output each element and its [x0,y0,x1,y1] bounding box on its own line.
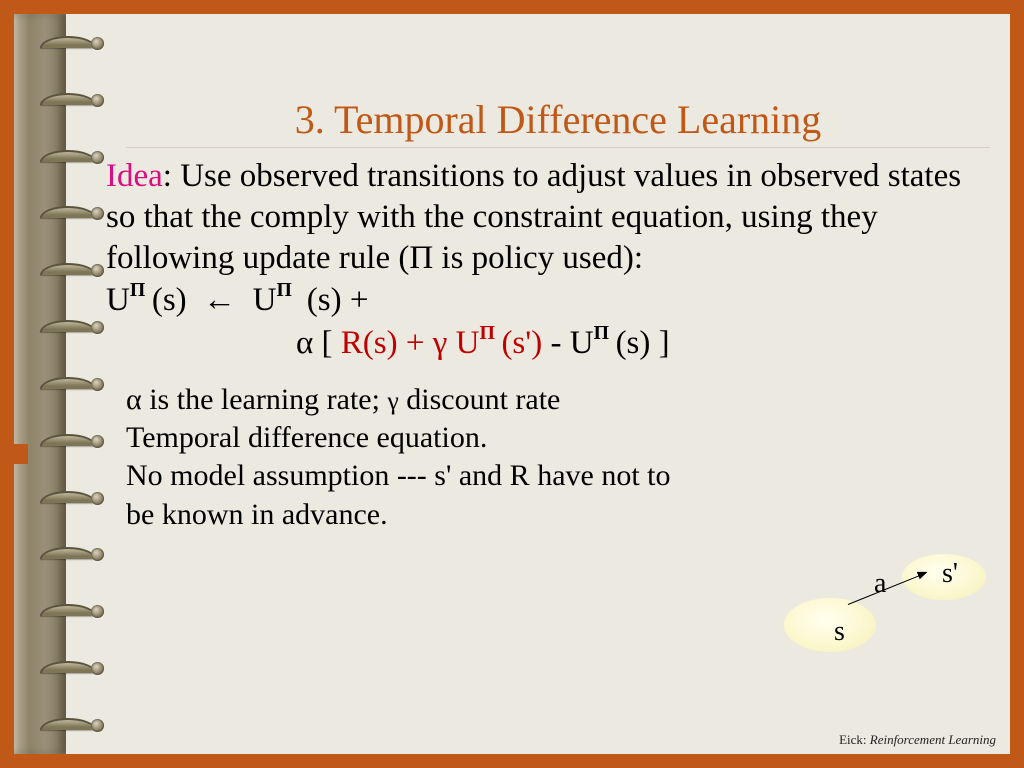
idea-label: Idea [106,158,163,194]
slide-content: 3. Temporal Difference Learning Idea: Us… [86,14,1010,754]
update-rule-line1: UΠ (s) ← UΠ (s) + [106,279,990,322]
update-rule-line2: α [ R(s) + γ UΠ (s') - UΠ (s) ] [106,322,990,365]
notes-line3: No model assumption --- s' and R have no… [126,457,686,534]
idea-text: : Use observed transitions to adjust val… [106,158,961,276]
footer-credit: Eick: Reinforcement Learning [839,732,996,748]
transition-diagram: s s' a [764,550,994,670]
slide-notes: α is the learning rate; γ discount rate … [86,365,706,535]
notes-line2: Temporal difference equation. [126,419,686,457]
slide-title: 3. Temporal Difference Learning [126,96,990,148]
label-s: s [834,616,845,648]
notes-line1: α is the learning rate; γ discount rate [126,381,686,419]
state-s-blob [784,598,876,652]
label-a: a [874,568,886,600]
left-tab-accent [14,444,28,464]
label-sprime: s' [942,558,958,590]
slide-body: Idea: Use observed transitions to adjust… [86,154,1010,365]
slide-frame: 3. Temporal Difference Learning Idea: Us… [14,14,1010,754]
binding-spine [14,14,66,754]
